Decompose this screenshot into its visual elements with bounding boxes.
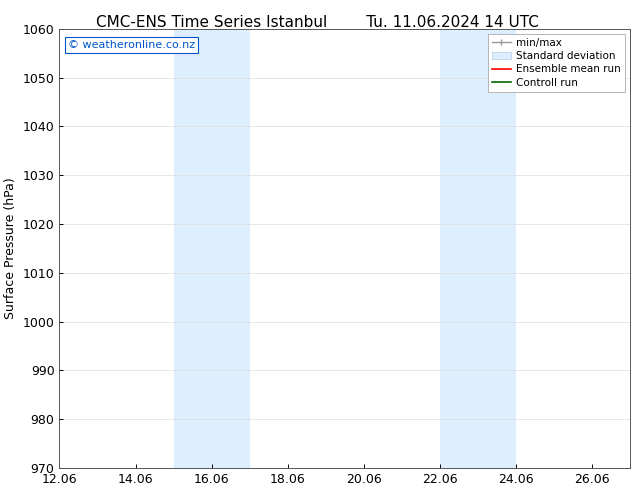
Legend: min/max, Standard deviation, Ensemble mean run, Controll run: min/max, Standard deviation, Ensemble me… [488, 34, 624, 92]
Text: © weatheronline.co.nz: © weatheronline.co.nz [68, 40, 195, 50]
Y-axis label: Surface Pressure (hPa): Surface Pressure (hPa) [4, 177, 17, 319]
Bar [440, 29, 515, 468]
Bar [174, 29, 250, 468]
Text: CMC-ENS Time Series Istanbul        Tu. 11.06.2024 14 UTC: CMC-ENS Time Series Istanbul Tu. 11.06.2… [96, 15, 538, 30]
